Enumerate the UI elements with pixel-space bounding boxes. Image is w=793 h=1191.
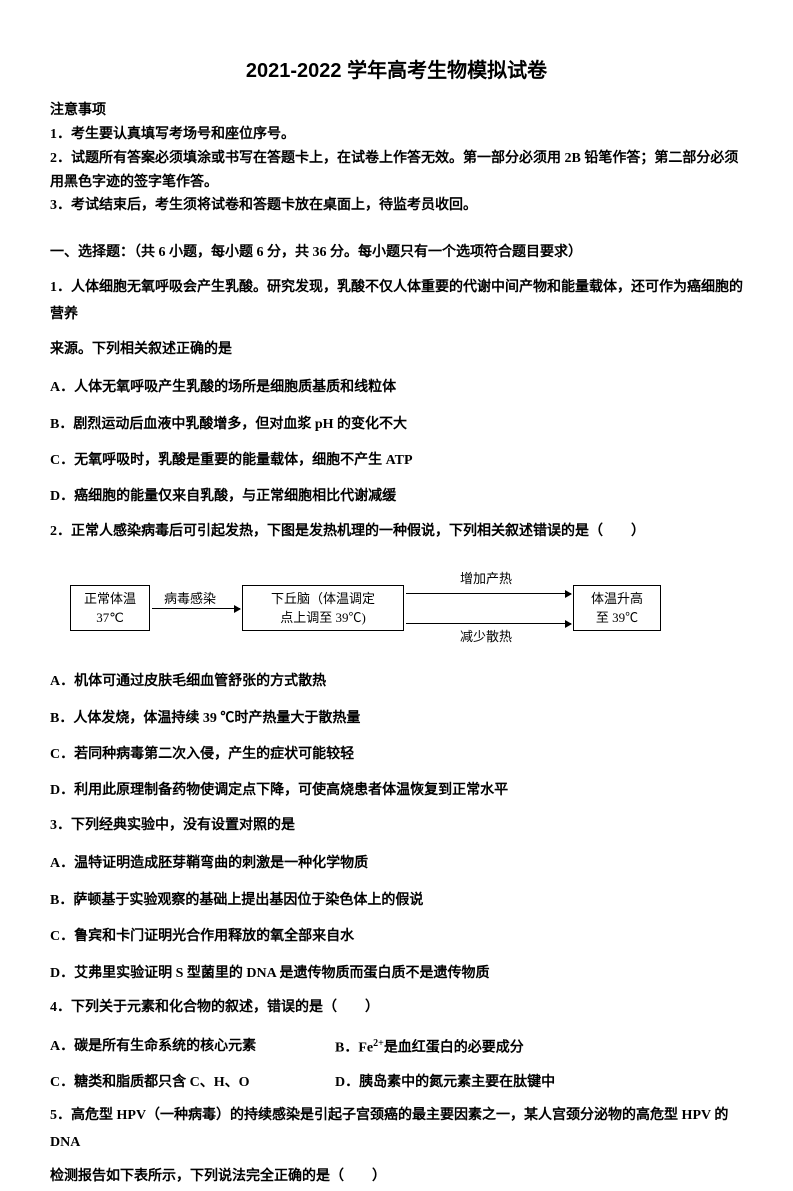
box1-line2: 37℃: [96, 608, 124, 628]
q5-stem-line2: 检测报告如下表所示，下列说法完全正确的是（ ）: [50, 1164, 743, 1191]
q5-stem-line1: 5．高危型 HPV（一种病毒）的持续感染是引起子宫颈癌的最主要因素之一，某人宫颈…: [50, 1103, 743, 1156]
q1-option-a: A．人体无氧呼吸产生乳酸的场所是细胞质基质和线粒体: [50, 377, 743, 399]
q4-optb-sup: 2+: [373, 1038, 384, 1049]
diagram-box-normal-temp: 正常体温 37℃: [70, 585, 150, 631]
page-title: 2021-2022 学年高考生物模拟试卷: [50, 56, 743, 86]
q2-stem: 2．正常人感染病毒后可引起发热，下图是发热机理的一种假说，下列相关叙述错误的是（…: [50, 519, 743, 546]
q4-optb-post: 是血红蛋白的必要成分: [384, 1040, 524, 1055]
q4-stem: 4．下列关于元素和化合物的叙述，错误的是（ ）: [50, 995, 743, 1022]
q1-stem-line1: 1．人体细胞无氧呼吸会产生乳酸。研究发现，乳酸不仅人体重要的代谢中间产物和能量载…: [50, 275, 743, 328]
notice-item-3: 3．考试结束后，考生须将试卷和答题卡放在桌面上，待监考员收回。: [50, 194, 743, 218]
notice-item-1: 1．考生要认真填写考场号和座位序号。: [50, 123, 743, 147]
q4-option-a: A．碳是所有生命系统的核心元素: [50, 1036, 335, 1059]
q2-option-c: C．若同种病毒第二次入侵，产生的症状可能较轻: [50, 744, 743, 766]
q2-option-b: B．人体发烧，体温持续 39 ℃时产热量大于散热量: [50, 708, 743, 730]
arrow-2-bottom-label: 减少散热: [460, 627, 512, 647]
q4-option-c: C．糖类和脂质都只含 C、H、O: [50, 1072, 335, 1093]
q3-option-d: D．艾弗里实验证明 S 型菌里的 DNA 是遗传物质而蛋白质不是遗传物质: [50, 963, 743, 985]
q1-option-d: D．癌细胞的能量仅来自乳酸，与正常细胞相比代谢减缓: [50, 486, 743, 508]
section-1-title: 一、选择题：（共 6 小题，每小题 6 分，共 36 分。每小题只有一个选项符合…: [50, 240, 743, 265]
diagram-box-hypothalamus: 下丘脑（体温调定 点上调至 39℃): [242, 585, 404, 631]
q3-option-a: A．温特证明造成胚芽鞘弯曲的刺激是一种化学物质: [50, 853, 743, 875]
arrow-2-bottom: [406, 623, 571, 624]
diagram-box-fever-temp: 体温升高 至 39℃: [573, 585, 661, 631]
q2-option-a: A．机体可通过皮肤毛细血管舒张的方式散热: [50, 671, 743, 693]
notice-item-2: 2．试题所有答案必须填涂或书写在答题卡上，在试卷上作答无效。第一部分必须用 2B…: [50, 147, 743, 195]
q1-option-c: C．无氧呼吸时，乳酸是重要的能量载体，细胞不产生 ATP: [50, 450, 743, 472]
q1-option-b: B．剧烈运动后血液中乳酸增多，但对血浆 pH 的变化不大: [50, 414, 743, 436]
q3-option-b: B．萨顿基于实验观察的基础上提出基因位于染色体上的假说: [50, 890, 743, 912]
q2-option-d: D．利用此原理制备药物使调定点下降，可使高烧患者体温恢复到正常水平: [50, 780, 743, 802]
q3-stem: 3．下列经典实验中，没有设置对照的是: [50, 813, 743, 840]
box2-line2: 点上调至 39℃): [280, 608, 366, 628]
q4-option-d: D．胰岛素中的氮元素主要在肽键中: [335, 1072, 555, 1093]
arrow-1-label: 病毒感染: [164, 589, 216, 609]
q2-diagram: 正常体温 37℃ 病毒感染 下丘脑（体温调定 点上调至 39℃) 增加产热 减少…: [70, 567, 690, 649]
box3-line2: 至 39℃: [596, 608, 638, 628]
q1-stem-line2: 来源。下列相关叙述正确的是: [50, 337, 743, 364]
arrow-2-top-label: 增加产热: [460, 569, 512, 589]
q3-option-c: C．鲁宾和卡门证明光合作用释放的氧全部来自水: [50, 926, 743, 948]
notice-header: 注意事项: [50, 100, 743, 121]
box2-line1: 下丘脑（体温调定: [271, 589, 375, 609]
q4-optb-pre: B．Fe: [335, 1040, 373, 1055]
arrow-2-top: [406, 593, 571, 594]
box1-line1: 正常体温: [84, 589, 136, 609]
box3-line1: 体温升高: [591, 589, 643, 609]
q4-option-b: B．Fe2+是血红蛋白的必要成分: [335, 1036, 524, 1059]
